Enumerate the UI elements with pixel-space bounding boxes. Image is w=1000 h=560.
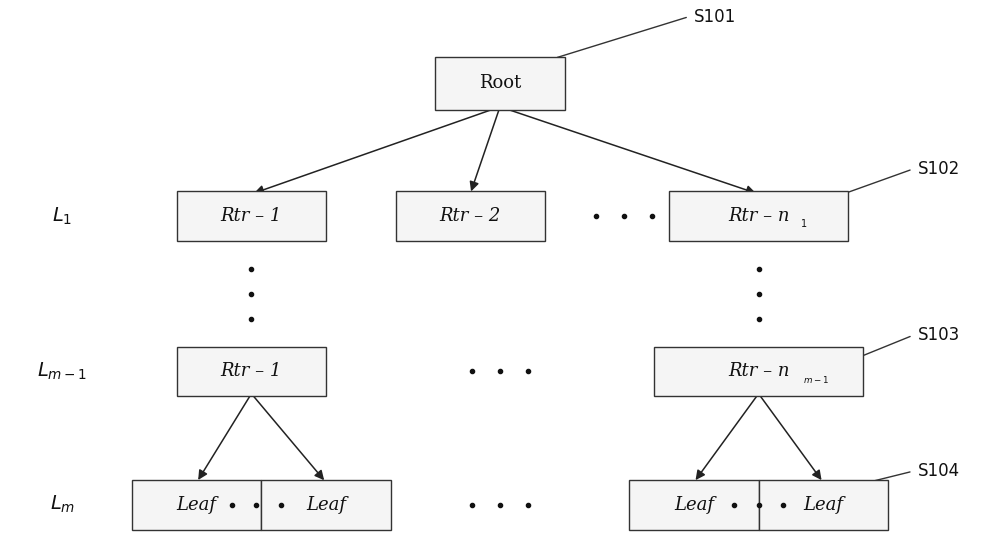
FancyBboxPatch shape (396, 192, 545, 241)
Text: Root: Root (479, 74, 521, 92)
Text: Rtr – n: Rtr – n (728, 362, 789, 380)
Text: Rtr – 2: Rtr – 2 (439, 207, 501, 225)
Text: $_1$: $_1$ (800, 216, 807, 230)
FancyBboxPatch shape (759, 479, 888, 530)
Text: $L_{m-1}$: $L_{m-1}$ (37, 361, 88, 382)
FancyBboxPatch shape (261, 479, 391, 530)
Text: Leaf: Leaf (674, 496, 714, 514)
FancyBboxPatch shape (177, 192, 326, 241)
Text: $L_1$: $L_1$ (52, 206, 73, 227)
FancyBboxPatch shape (177, 347, 326, 396)
FancyBboxPatch shape (629, 479, 759, 530)
FancyBboxPatch shape (435, 57, 565, 110)
Text: Rtr – 1: Rtr – 1 (221, 207, 282, 225)
Text: $_{m-1}$: $_{m-1}$ (803, 373, 829, 386)
Text: $L_m$: $L_m$ (50, 494, 75, 515)
Text: S102: S102 (918, 160, 960, 178)
Text: Rtr – n: Rtr – n (728, 207, 789, 225)
Text: S104: S104 (918, 463, 960, 480)
FancyBboxPatch shape (669, 192, 848, 241)
Text: Leaf: Leaf (306, 496, 346, 514)
Text: Leaf: Leaf (803, 496, 843, 514)
FancyBboxPatch shape (654, 347, 863, 396)
Text: Rtr – 1: Rtr – 1 (221, 362, 282, 380)
Text: Leaf: Leaf (177, 496, 217, 514)
FancyBboxPatch shape (132, 479, 261, 530)
Text: S103: S103 (918, 326, 960, 344)
Text: S101: S101 (694, 8, 736, 26)
